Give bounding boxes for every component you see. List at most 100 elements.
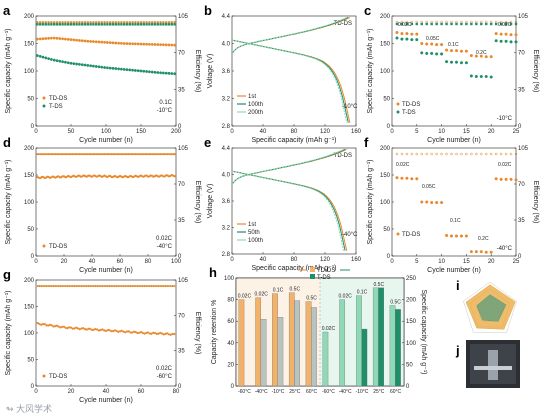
- panel-a-point-tds: [77, 62, 81, 66]
- panel-a-y2tick-label: 0: [178, 124, 182, 130]
- panel-b-legend-0: 1st: [248, 94, 256, 100]
- panel-g-eff: [64, 285, 67, 288]
- panel-e-ylabel: Voltage (V): [207, 184, 214, 219]
- panel-d-point: [173, 175, 176, 178]
- panel-b-legend-2: 200th: [248, 110, 263, 116]
- panel-a-y2tick-label: 35: [178, 87, 185, 93]
- panel-a-point-tdds: [108, 41, 112, 45]
- panel-c-point-1: [459, 61, 463, 65]
- panel-a-eff-tdds: [125, 21, 129, 24]
- panel-a-y2tick-label: 70: [178, 51, 185, 57]
- panel-g-y2tick-label: 70: [178, 313, 185, 319]
- panel-c-point-1: [504, 39, 508, 43]
- panel-c-point-0: [454, 49, 459, 53]
- panel-a-eff-tds: [97, 23, 101, 26]
- panel-h-bar-tdds: [322, 331, 329, 387]
- panel-e-ytick-label: 4.4: [222, 146, 231, 152]
- panel-f-point-0: [514, 178, 518, 182]
- panel-h-rate-8: 0.5C: [374, 282, 385, 288]
- panel-a-point-tdds: [114, 41, 118, 45]
- panel-g-point: [52, 325, 55, 328]
- panel-h-rate-2: 0.1C: [273, 288, 284, 294]
- panel-g-point: [104, 329, 108, 333]
- panel-g-eff: [59, 285, 62, 288]
- panel-a-point-tdds: [103, 40, 107, 44]
- panel-h-bar-tds: [294, 300, 300, 387]
- panel-a-eff-tds: [67, 23, 70, 26]
- panel-f-eff: [400, 152, 404, 156]
- panel-a-eff-tdds: [108, 21, 112, 24]
- panel-a-point-tds: [173, 72, 177, 76]
- panel-d-ytick-label: 0: [31, 254, 35, 260]
- panel-a-point-tdds: [142, 42, 146, 46]
- panel-g-eff: [111, 285, 115, 288]
- panel-a-eff-tds: [128, 23, 131, 26]
- panel-a-eff-tds: [100, 23, 103, 26]
- panel-g-eff: [164, 285, 167, 288]
- panel-c-eff-tds: [405, 22, 409, 26]
- panel-e-legend-0: 1st: [248, 222, 256, 228]
- panel-a-eff-tdds: [148, 21, 151, 24]
- panel-g-y2tick-label: 0: [178, 384, 182, 390]
- panel-g-point: [66, 327, 69, 330]
- panel-f-temp: -40°C: [497, 246, 513, 252]
- panel-label-h: h: [209, 265, 217, 280]
- panel-h-category-7: -10°C: [356, 389, 369, 395]
- panel-h-y2tick-label: 50: [406, 362, 413, 368]
- panel-g-point: [131, 331, 134, 334]
- panel-a-eff-tds: [125, 23, 129, 26]
- panel-g-point: [101, 328, 104, 331]
- panel-f-eff: [405, 152, 409, 156]
- panel-g-eff: [87, 285, 90, 288]
- panel-g-point: [69, 326, 73, 329]
- panel-f-ylabel: Specific capacity (mAh g⁻¹): [367, 160, 374, 245]
- panel-c-point-0: [464, 49, 468, 53]
- panel-c-xtick-label: 25: [513, 129, 520, 135]
- panel-g-eff: [129, 285, 132, 288]
- panel-b-ytick-label: 4.0: [222, 42, 231, 48]
- panel-c-xtick-label: 10: [438, 129, 445, 135]
- panel-g-point: [120, 329, 123, 332]
- panel-j-cell: [474, 366, 512, 370]
- panel-a-point-tdds: [156, 43, 160, 47]
- panel-a-point-tdds: [83, 39, 87, 43]
- panel-a-eff-tds: [139, 23, 143, 26]
- panel-f-eff: [484, 152, 488, 156]
- panel-a-eff-tds: [170, 23, 173, 26]
- panel-h-bar-tds: [277, 317, 284, 387]
- panel-f-y2tick-label: 0: [518, 254, 522, 260]
- panel-a-eff-tdds: [100, 21, 104, 24]
- panel-a-point-tds: [122, 67, 126, 71]
- panel-a-eff-tdds: [58, 21, 62, 24]
- panel-f-point-0: [489, 250, 493, 254]
- panel-g-ytick-label: 50: [27, 358, 34, 364]
- panel-c-eff: [484, 20, 488, 24]
- panel-a-point-tdds: [80, 39, 84, 43]
- panel-a-point-tds: [105, 66, 109, 70]
- panel-c-point-1: [484, 74, 488, 79]
- panel-f-xtick-label: 20: [488, 259, 495, 265]
- panel-g-eff: [117, 285, 120, 288]
- panel-a-point-tdds: [97, 40, 101, 44]
- panel-a-point-tdds: [161, 43, 165, 47]
- panel-a-eff-tdds: [136, 21, 140, 24]
- panel-f-point-0: [420, 200, 424, 204]
- panel-g-rate: 0.02C: [156, 366, 173, 372]
- panel-a-eff-tdds: [117, 21, 120, 24]
- panel-f-ytick-label: 50: [383, 227, 390, 233]
- panel-f-point-0: [474, 250, 478, 254]
- panel-f-point-0: [410, 177, 414, 181]
- panel-f-legend-0: TD-DS: [402, 232, 420, 238]
- panel-a-eff-tds: [55, 23, 59, 26]
- panel-g-eff: [152, 285, 155, 288]
- panel-a-point-tds: [66, 61, 70, 65]
- panel-c-eff-tds: [435, 22, 438, 26]
- panel-a-eff-tds: [156, 23, 159, 26]
- panel-c-y2label: Efficiency (%): [532, 50, 539, 93]
- panel-a-eff-tdds: [122, 21, 126, 24]
- panel-e-title: TD-DS: [334, 153, 352, 159]
- panel-h-rate-5: 0.02C: [322, 326, 336, 332]
- panel-g-point: [80, 327, 83, 330]
- panel-a-eff-tds: [41, 23, 45, 26]
- panel-g-eff: [83, 285, 87, 288]
